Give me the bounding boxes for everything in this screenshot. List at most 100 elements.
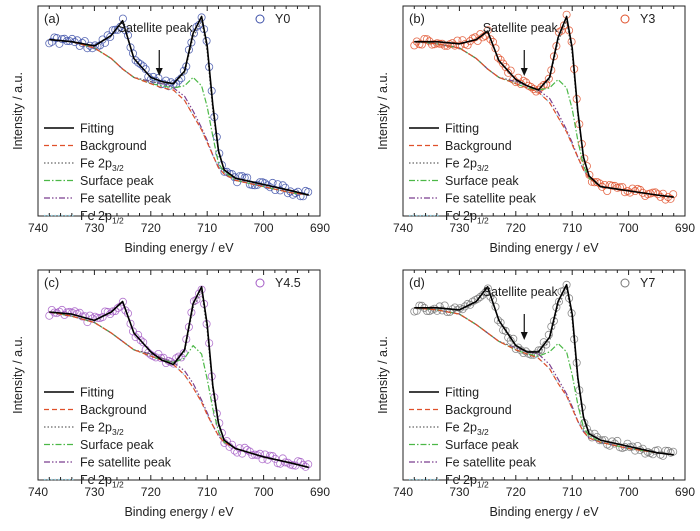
series-line-fitting: [49, 285, 309, 469]
data-point: [417, 301, 426, 310]
legend-label-fe32: Fe 2p3/2: [445, 157, 489, 174]
sample-legend-label: Y4.5: [275, 276, 301, 290]
series-line-fe12: [414, 30, 674, 198]
data-point: [88, 44, 97, 53]
series-line-fe32: [414, 20, 674, 198]
data-point: [626, 188, 635, 197]
data-point: [415, 40, 424, 49]
panel-label: (d): [409, 275, 425, 290]
series-line-fitting: [414, 283, 674, 456]
x-tick-label: 730: [449, 485, 469, 499]
data-point: [450, 41, 459, 50]
data-point: [648, 188, 657, 197]
data-point: [615, 183, 624, 192]
data-point: [415, 301, 424, 310]
sample-marker: [620, 14, 630, 24]
annotation-arrow-head: [520, 332, 528, 340]
x-tick-label: 690: [675, 221, 695, 235]
data-point: [258, 455, 267, 464]
x-tick-label: 720: [141, 221, 161, 235]
data-point: [121, 306, 130, 315]
data-point: [666, 194, 675, 203]
data-point: [288, 461, 297, 470]
panel-y4-5: 740 730 720 710 700 690 Binding energy / eV Int…: [11, 269, 330, 519]
panel-y0: 740 730 720 710 700 690 Binding energy / eV Int…: [11, 5, 330, 255]
data-point: [483, 284, 492, 293]
data-point: [537, 345, 546, 354]
x-tick-label: 710: [562, 221, 582, 235]
data-point: [118, 297, 127, 306]
data-point: [608, 181, 617, 190]
x-tick-label: 720: [506, 221, 526, 235]
plot-frame: [37, 5, 321, 217]
data-point: [460, 302, 469, 311]
data-point: [73, 36, 82, 45]
data-point: [179, 66, 188, 75]
data-point: [651, 188, 660, 197]
legend-label-surface: Surface peak: [80, 438, 154, 452]
x-tick-label: 710: [197, 221, 217, 235]
x-axis-label: Binding energy / eV: [489, 505, 599, 519]
data-point: [58, 35, 67, 44]
data-point: [189, 297, 198, 306]
data-point: [63, 308, 72, 317]
x-tick-label: 740: [28, 485, 48, 499]
x-tick-label: 710: [562, 485, 582, 499]
legend-label-background: Background: [80, 403, 147, 417]
legend-label-background: Background: [445, 139, 512, 153]
x-tick-label: 700: [254, 485, 274, 499]
x-tick-label: 720: [141, 485, 161, 499]
x-axis-label: Binding energy / eV: [489, 241, 599, 255]
data-point: [473, 294, 482, 303]
x-axis-label: Binding energy / eV: [124, 241, 234, 255]
x-tick-label: 730: [84, 221, 104, 235]
legend-label-fitting: Fitting: [445, 122, 479, 136]
x-tick-label: 700: [619, 221, 639, 235]
series-line-surface: [49, 39, 309, 196]
panel-y3: 740 730 720 710 700 690 Binding energy / eV Int…: [376, 5, 695, 255]
data-point: [501, 326, 510, 335]
sample-marker: [620, 278, 630, 288]
x-tick-label: 720: [506, 485, 526, 499]
legend-label-fesat: Fe satellite peak: [80, 456, 172, 470]
data-point: [659, 451, 668, 460]
data-point: [299, 192, 308, 201]
x-axis-label: Binding energy / eV: [124, 505, 234, 519]
satellite-annotation: Satellite peak: [483, 21, 559, 35]
sample-legend-label: Y7: [640, 276, 655, 290]
legend-label-fe12: Fe 2p1/2: [445, 209, 489, 226]
legend-label-background: Background: [445, 403, 512, 417]
data-point: [537, 83, 546, 92]
annotation-arrow-head: [520, 68, 528, 76]
data-point: [478, 290, 487, 299]
data-point: [139, 338, 148, 347]
x-tick-label: 710: [197, 485, 217, 499]
legend-label-fitting: Fitting: [445, 386, 479, 400]
data-point: [255, 449, 264, 458]
x-tick-label: 690: [310, 221, 330, 235]
data-point: [52, 34, 61, 43]
x-tick-label: 700: [254, 221, 274, 235]
x-tick-label: 730: [449, 221, 469, 235]
legend-label-surface: Surface peak: [80, 174, 154, 188]
data-point: [590, 178, 599, 187]
legend-label-background: Background: [80, 139, 147, 153]
data-point: [455, 41, 464, 50]
legend-label-fe12: Fe 2p1/2: [80, 473, 124, 490]
data-point: [45, 311, 54, 320]
legend-label-surface: Surface peak: [445, 174, 519, 188]
series-line-fitting: [49, 15, 309, 196]
data-point: [527, 83, 536, 92]
data-point: [113, 304, 122, 313]
y-axis-label: Intensity / a.u.: [11, 72, 25, 150]
series-line-background: [49, 39, 309, 196]
x-tick-label: 740: [393, 221, 413, 235]
y-axis-label: Intensity / a.u.: [11, 336, 25, 414]
data-point: [192, 22, 201, 31]
data-point: [504, 68, 513, 77]
series-line-fesat: [49, 39, 309, 196]
data-point: [161, 76, 170, 85]
data-point: [98, 313, 107, 322]
